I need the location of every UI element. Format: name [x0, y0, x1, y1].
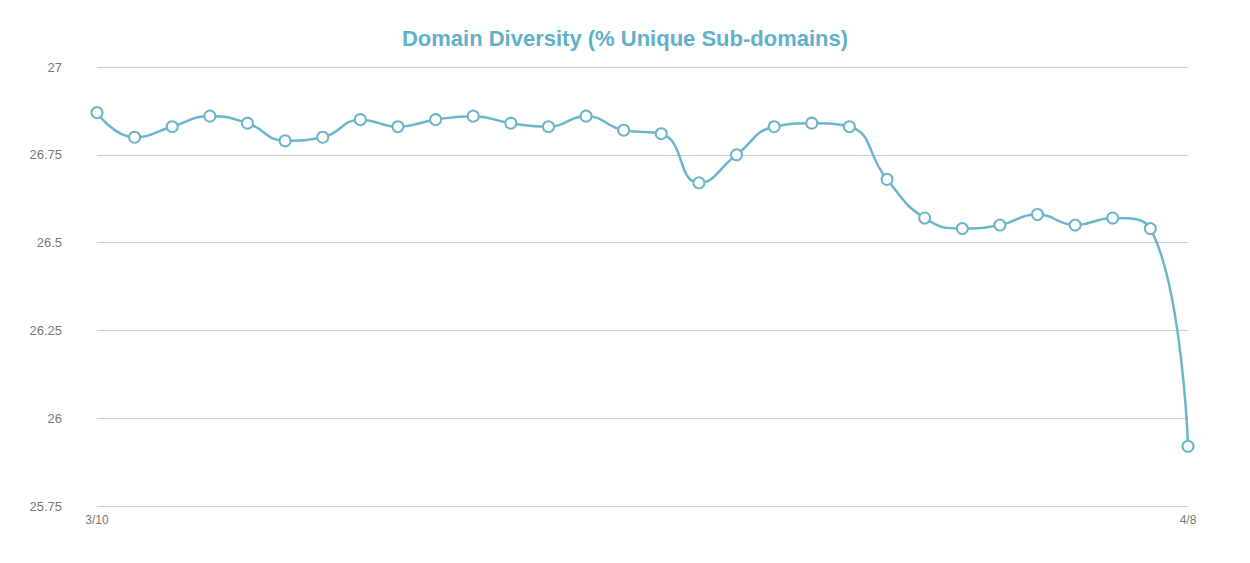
svg-text:4/8: 4/8	[1180, 513, 1197, 527]
svg-text:27: 27	[48, 60, 62, 75]
svg-text:25.75: 25.75	[29, 499, 62, 514]
svg-text:26.5: 26.5	[37, 235, 62, 250]
svg-text:26: 26	[48, 411, 62, 426]
svg-text:3/10: 3/10	[85, 513, 109, 527]
svg-text:26.25: 26.25	[29, 323, 62, 338]
svg-text:Domain Diversity (% Unique Sub: Domain Diversity (% Unique Sub-domains)	[402, 26, 848, 51]
svg-text:26.75: 26.75	[29, 147, 62, 162]
